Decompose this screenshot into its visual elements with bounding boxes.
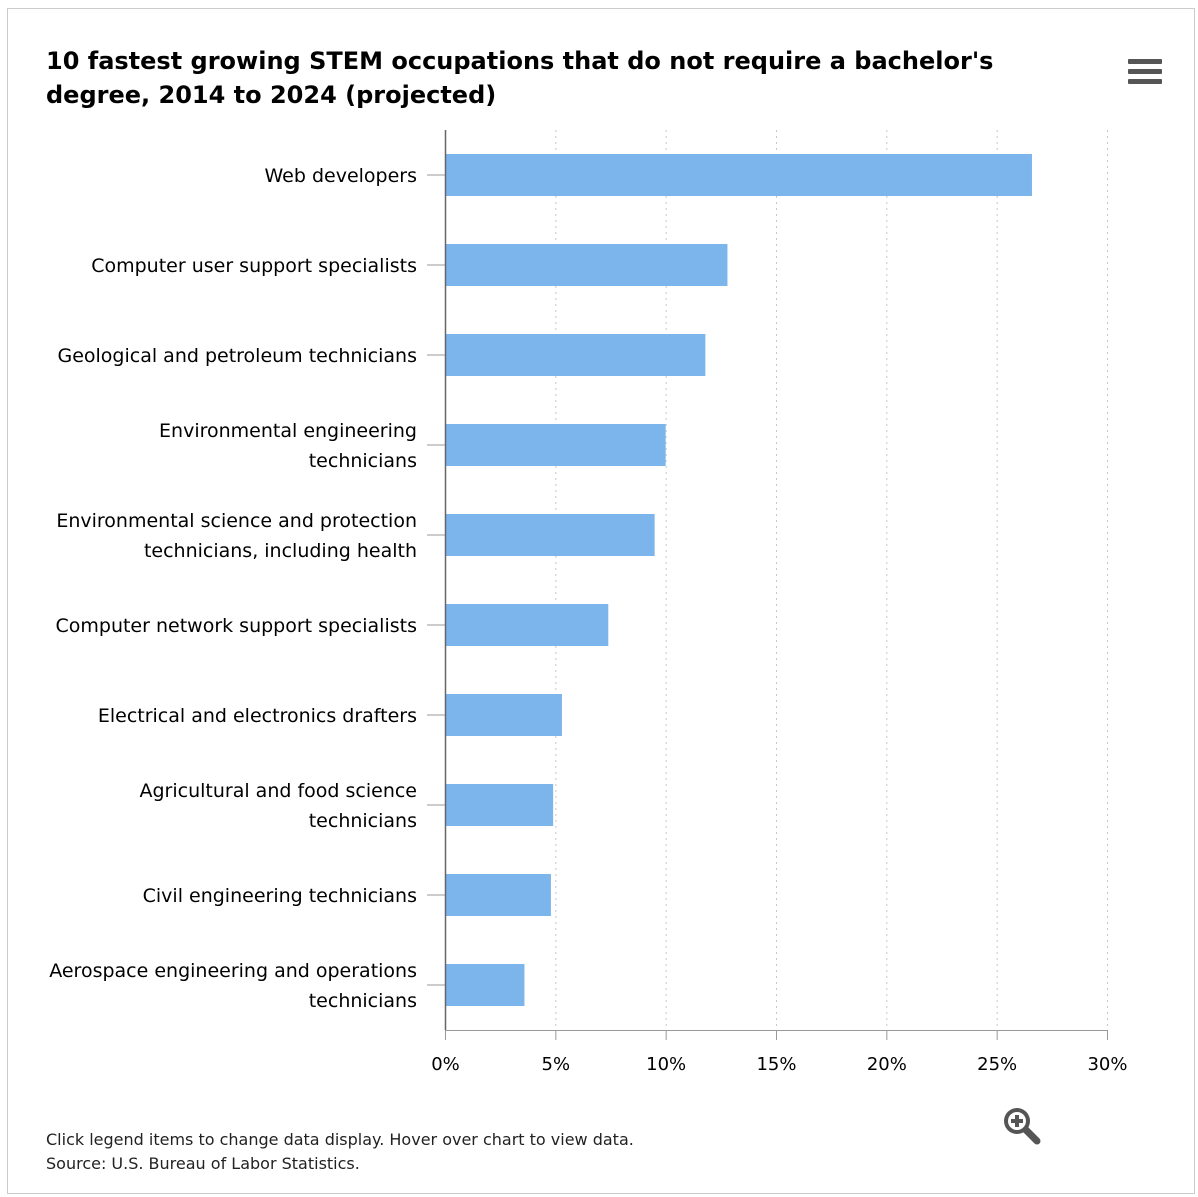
bar[interactable] [446,514,655,556]
category-label: technicians [309,990,417,1012]
category-label: Computer network support specialists [55,615,417,637]
chart-title: 10 fastest growing STEM occupations that… [46,47,994,109]
x-tick-label: 15% [756,1054,796,1075]
axes [427,130,1108,1040]
category-labels: Web developers Computer user support spec… [49,165,417,1012]
x-tick-label: 30% [1087,1054,1127,1075]
x-tick-label: 10% [646,1054,686,1075]
category-label: Civil engineering technicians [143,885,417,907]
bars [446,154,1032,1006]
chart-source: Source: U.S. Bureau of Labor Statistics. [46,1154,360,1173]
x-tick-label: 0% [431,1054,460,1075]
x-tick-label: 5% [542,1054,571,1075]
bar[interactable] [446,334,706,376]
tick-labels: 0% 5% 10% 15% 20% 25% 30% [431,1054,1127,1075]
category-label: Web developers [264,165,417,187]
bar[interactable] [446,784,554,826]
hamburger-menu-icon[interactable] [1124,56,1164,90]
category-label: Environmental science and protection [56,510,417,532]
x-tick-label: 25% [977,1054,1017,1075]
category-label: Aerospace engineering and operations [49,960,417,982]
category-label: technicians, including health [144,540,417,562]
bar-chart[interactable]: Web developers Computer user support spec… [0,0,1198,1100]
bar[interactable] [446,964,525,1006]
bar[interactable] [446,244,728,286]
bar[interactable] [446,604,609,646]
category-label: technicians [309,450,417,472]
chart-container [7,8,1195,1194]
bar[interactable] [446,424,666,466]
bar[interactable] [446,694,562,736]
chart-instruction: Click legend items to change data displa… [46,1130,634,1149]
bar[interactable] [446,874,551,916]
category-label: technicians [309,810,417,832]
zoom-in-icon[interactable] [1000,1104,1042,1146]
category-label: Computer user support specialists [91,255,417,277]
bar[interactable] [446,154,1032,196]
x-tick-label: 20% [867,1054,907,1075]
category-label: Electrical and electronics drafters [98,705,417,727]
category-label: Geological and petroleum technicians [57,345,417,367]
category-label: Agricultural and food science [140,780,418,802]
category-label: Environmental engineering [159,420,417,442]
chart-footer: Click legend items to change data displa… [46,1128,634,1176]
